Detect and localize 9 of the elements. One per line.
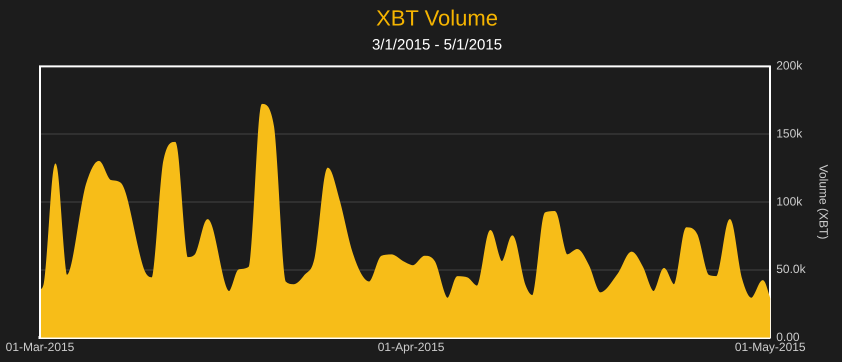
x-tick-label: 01-Mar-2015 (6, 340, 75, 354)
y2-axis-title: Volume (XBT) (816, 164, 830, 240)
y2-tick-label: 50.0k (776, 262, 807, 276)
chart-title: XBT Volume (376, 5, 498, 30)
y2-tick-label: 100k (776, 194, 804, 208)
chart-subtitle: 3/1/2015 - 5/1/2015 (372, 36, 502, 54)
x-tick-label: 01-Apr-2015 (378, 340, 445, 354)
y2-tick-label: 200k (776, 58, 804, 73)
y2-tick-label: 150k (776, 126, 804, 141)
